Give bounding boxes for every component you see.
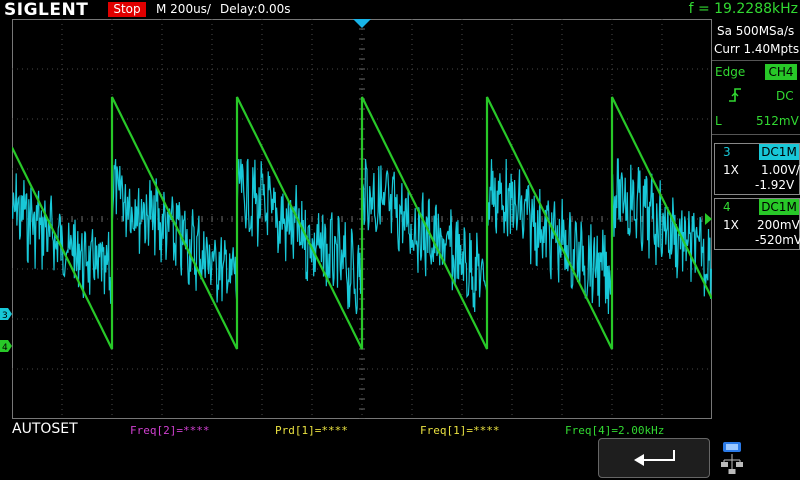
- frequency-readout: f = 19.2288kHz: [688, 1, 798, 17]
- ch3-marker-label: 3: [2, 311, 8, 321]
- channel-3-scale: 1.00V/: [761, 163, 800, 177]
- channel-4-number: 4: [723, 200, 731, 214]
- channel-3-coupling-badge: DC1M: [759, 144, 799, 160]
- trigger-coupling: DC: [776, 89, 794, 103]
- network-icon[interactable]: [720, 440, 744, 476]
- delay-readout[interactable]: Delay:0.00s: [220, 2, 291, 16]
- channel-3-panel[interactable]: 3 DC1M 1X 1.00V/ -1.92V: [714, 143, 800, 195]
- autoset-label: AUTOSET: [12, 421, 78, 437]
- divider: [712, 60, 800, 61]
- channel-4-scale: 200mV/: [757, 218, 800, 232]
- trigger-type: Edge: [715, 65, 746, 79]
- trigger-source-badge: CH4: [765, 64, 797, 80]
- status-bar: SIGLENT Stop M 200us/ Delay:0.00s f = 19…: [0, 0, 800, 20]
- ch4-marker[interactable]: [0, 340, 12, 352]
- back-button[interactable]: [598, 438, 710, 478]
- rising-edge-icon: [729, 88, 741, 102]
- trigger-level-value: 512mV: [756, 114, 799, 128]
- waveform-display[interactable]: [12, 19, 712, 419]
- trigger-level-marker[interactable]: [705, 213, 712, 225]
- divider: [712, 134, 800, 135]
- channel-3-probe: 1X: [723, 163, 739, 177]
- channel-3-number: 3: [723, 145, 731, 159]
- channel-markers: 3 4: [0, 308, 12, 353]
- trigger-position-marker[interactable]: [353, 19, 371, 28]
- channel-4-probe: 1X: [723, 218, 739, 232]
- ch4-waveform: [12, 96, 712, 350]
- run-stop-indicator[interactable]: Stop: [108, 2, 146, 17]
- channel-3-offset: -1.92V: [755, 178, 795, 192]
- measurement-freq-1: Freq[1]=****: [420, 424, 500, 437]
- memory-depth: Curr 1.40Mpts: [714, 42, 800, 56]
- channel-4-panel[interactable]: 4 DC1M 1X 200mV/ -520mV: [714, 198, 800, 250]
- measurement-freq-4: Freq[4]=2.00kHz: [565, 424, 665, 437]
- ch3-marker[interactable]: [0, 308, 12, 320]
- return-arrow-icon: [634, 450, 675, 466]
- sample-rate: Sa 500MSa/s: [717, 24, 795, 38]
- trigger-level-label: L: [715, 114, 722, 128]
- channel-4-coupling-badge: DC1M: [759, 199, 799, 215]
- ch4-marker-label: 4: [2, 343, 8, 353]
- channel-4-offset: -520mV: [755, 233, 800, 247]
- measurement-prd-1: Prd[1]=****: [275, 424, 348, 437]
- brand-logo: SIGLENT: [4, 0, 89, 20]
- timebase-readout[interactable]: M 200us/: [156, 2, 211, 16]
- measurement-freq-2: Freq[2]=****: [130, 424, 210, 437]
